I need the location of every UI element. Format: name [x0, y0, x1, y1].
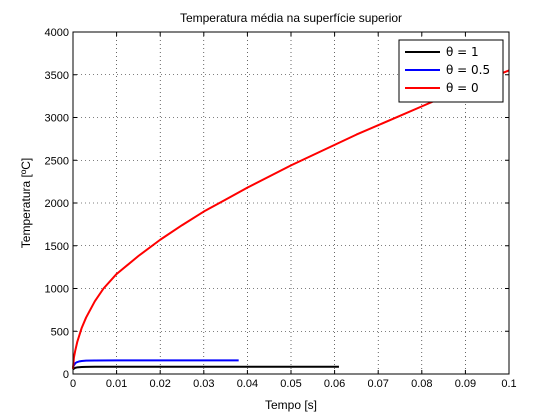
- legend-entry-3: θ = 0: [446, 81, 479, 95]
- x-tick-label: 0.06: [324, 378, 345, 390]
- x-tick-label: 0.1: [501, 378, 516, 390]
- x-tick-label: 0.05: [280, 378, 301, 390]
- x-tick-label: 0: [70, 378, 76, 390]
- y-tick-label: 3500: [45, 70, 69, 82]
- legend-entry-2: θ = 0.5: [446, 63, 490, 77]
- series-line-1: [72, 365, 339, 371]
- y-tick-label: 2000: [45, 198, 69, 210]
- x-tick-label: 0.01: [106, 378, 127, 390]
- data-series: [72, 69, 510, 371]
- x-axis-label: Tempo [s]: [265, 398, 317, 412]
- y-tick-label: 3000: [45, 113, 69, 125]
- y-axis-label: Temperatura [ºC]: [19, 158, 33, 248]
- y-tick-label: 1000: [45, 284, 69, 296]
- series-line-2: [72, 359, 239, 368]
- legend-entry-1: θ = 1: [446, 45, 479, 59]
- chart-title: Temperatura média na superfície superior: [180, 11, 402, 25]
- y-tick-label: 1500: [45, 241, 69, 253]
- y-tick-label: 4000: [45, 27, 69, 39]
- y-tick-label: 2500: [45, 155, 69, 167]
- x-tick-label: 0.09: [455, 378, 476, 390]
- x-tick-label: 0.07: [367, 378, 388, 390]
- axis-ticks: 0 0.01 0.02 0.03 0.04 0.05 0.06 0.07 0.08 0.09 0.1…: [45, 27, 517, 390]
- y-tick-label: 0: [63, 369, 69, 381]
- x-tick-label: 0.02: [149, 378, 170, 390]
- y-tick-label: 500: [51, 326, 69, 338]
- x-tick-label: 0.04: [237, 378, 258, 390]
- legend: θ = 1 θ = 0.5 θ = 0: [398, 39, 504, 103]
- x-tick-label: 0.03: [193, 378, 214, 390]
- x-tick-label: 0.08: [411, 378, 432, 390]
- series-line-3: [72, 69, 510, 369]
